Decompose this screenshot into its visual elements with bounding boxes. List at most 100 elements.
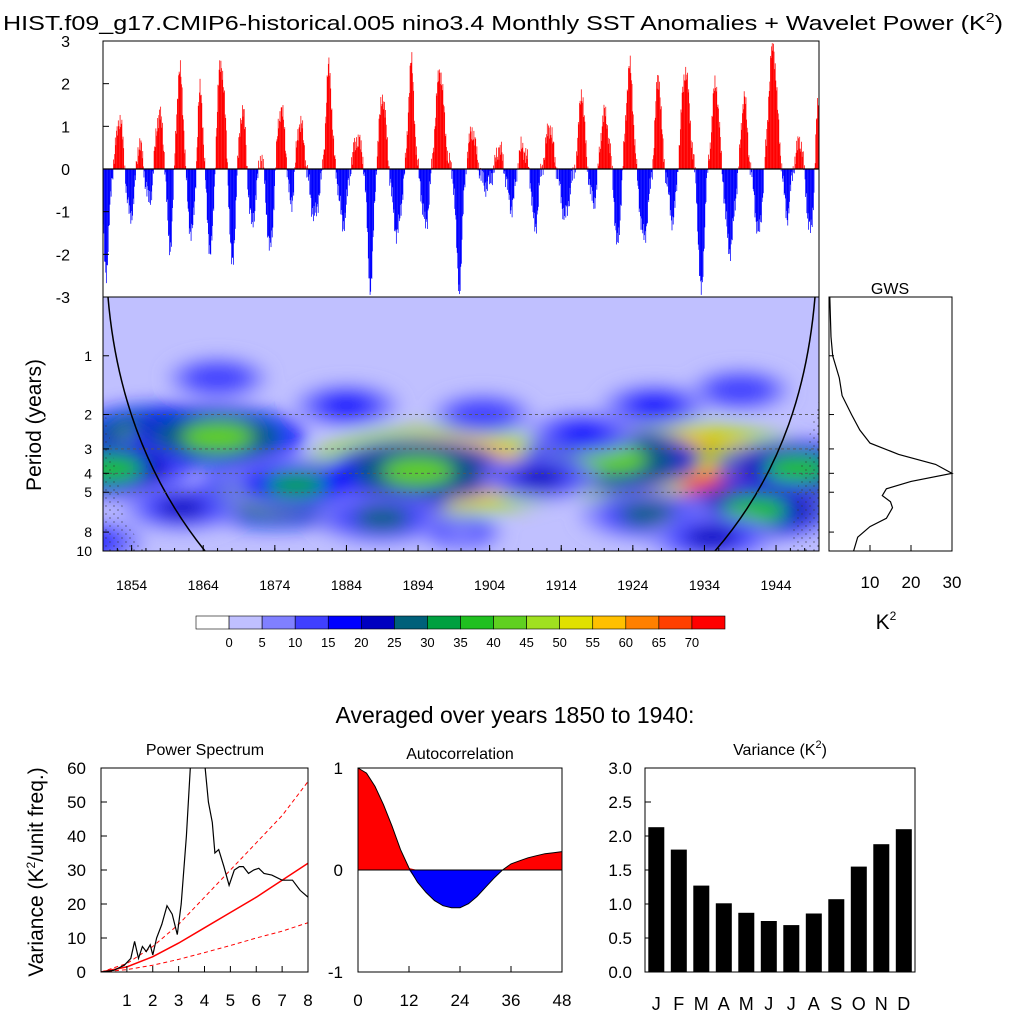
anomaly-bar xyxy=(324,123,326,169)
anomaly-bar xyxy=(350,169,352,174)
anomaly-bar xyxy=(762,169,764,194)
anomaly-bar xyxy=(665,169,666,183)
anomaly-bar xyxy=(746,127,748,169)
anomaly-bar xyxy=(546,123,548,169)
ac-xtick-label: 48 xyxy=(553,991,572,1010)
anomaly-bar xyxy=(373,169,375,203)
anomaly-bar xyxy=(312,169,314,215)
anomaly-bar xyxy=(175,130,176,169)
anomaly-bar xyxy=(199,78,201,169)
anomaly-bar xyxy=(138,149,140,169)
anomaly-bar xyxy=(761,169,763,202)
anomaly-bar xyxy=(250,169,252,210)
anomaly-bar xyxy=(169,169,170,256)
anomaly-bar xyxy=(689,123,691,169)
anomaly-bar xyxy=(756,169,758,222)
anomaly-bar xyxy=(318,169,320,196)
anomaly-bar xyxy=(304,145,305,169)
anomaly-bar xyxy=(701,169,703,281)
anomaly-bar xyxy=(404,152,406,169)
anomaly-bar xyxy=(644,169,646,232)
anomaly-bar xyxy=(514,169,516,186)
wavelet-contour-core xyxy=(685,525,738,549)
anomaly-bar xyxy=(811,169,813,228)
anomaly-bar xyxy=(369,169,371,295)
anomaly-bar xyxy=(144,169,146,189)
anomaly-bar xyxy=(109,169,111,205)
anomaly-bar xyxy=(814,163,816,169)
anomaly-bar xyxy=(336,169,338,184)
anomaly-bar xyxy=(301,123,302,169)
autocorrelation-title: Autocorrelation xyxy=(406,746,514,763)
colorbar-swatch xyxy=(559,615,594,630)
anomaly-bar xyxy=(648,169,650,203)
anomaly-bar xyxy=(709,159,710,169)
anomaly-bar xyxy=(207,169,209,224)
period-axis-label: Period (years) xyxy=(23,359,46,491)
anomaly-bar xyxy=(577,137,579,169)
anomaly-bar xyxy=(764,156,766,169)
anomaly-bar xyxy=(469,141,471,169)
anomaly-bar xyxy=(771,46,773,169)
anomaly-bar xyxy=(443,106,445,169)
anomaly-bar xyxy=(398,169,400,215)
anomaly-bar xyxy=(732,169,734,219)
anomaly-bar xyxy=(131,169,132,212)
gws-xtick-label: 30 xyxy=(943,573,962,592)
anomaly-bar xyxy=(283,129,285,169)
anomaly-bar xyxy=(668,169,670,193)
anomaly-bar xyxy=(171,169,173,222)
anomaly-bar xyxy=(723,169,725,204)
anomaly-bar xyxy=(136,162,138,169)
anomaly-bar xyxy=(326,75,328,169)
anomaly-bar xyxy=(582,102,583,169)
anomaly-bar xyxy=(623,142,625,169)
anomaly-bar xyxy=(400,169,402,216)
anomaly-bar xyxy=(626,103,628,169)
wavelet-contour-core xyxy=(632,395,676,416)
anomaly-bar xyxy=(546,134,548,169)
wavelet-ytick-label: 8 xyxy=(84,524,92,540)
anomaly-bar xyxy=(406,131,408,169)
anomaly-bar xyxy=(171,169,172,247)
anomaly-bar xyxy=(805,169,807,194)
anomaly-bar xyxy=(606,128,608,169)
anomaly-bar xyxy=(504,169,506,172)
timeseries-y-axis: 3 2 1 0 -1 -2 -3 xyxy=(56,34,109,307)
ps-ytick-label: 10 xyxy=(67,929,86,948)
ac-ytick-label: 1 xyxy=(334,759,343,778)
anomaly-bar xyxy=(262,158,264,169)
anomaly-bar xyxy=(379,114,381,169)
anomaly-bar xyxy=(521,147,523,169)
anomaly-bar xyxy=(487,169,488,191)
anomaly-bar xyxy=(121,119,123,169)
anomaly-bar xyxy=(638,169,640,213)
variance-bar xyxy=(805,913,822,972)
anomaly-bar xyxy=(308,169,309,181)
anomaly-bar xyxy=(589,169,591,180)
anomaly-bar xyxy=(183,130,185,169)
anomaly-bar xyxy=(249,169,251,209)
anomaly-bar xyxy=(294,167,296,169)
anomaly-bar xyxy=(493,165,494,169)
anomaly-bar xyxy=(693,154,695,169)
ps-ytick-label: 60 xyxy=(67,759,86,778)
anomaly-bar xyxy=(643,169,645,240)
variance-xtick-label: N xyxy=(875,994,888,1014)
anomaly-bar xyxy=(188,169,190,234)
cone-of-influence-left xyxy=(107,297,206,551)
anomaly-bar xyxy=(304,166,306,169)
anomaly-bar xyxy=(786,169,788,221)
anomaly-bar xyxy=(471,139,472,169)
anomaly-bar xyxy=(104,169,105,262)
anomaly-bar xyxy=(686,74,688,169)
anomaly-bar xyxy=(639,169,641,209)
anomaly-bar xyxy=(261,154,263,169)
anomaly-bar xyxy=(745,103,746,169)
anomaly-bar xyxy=(364,169,366,193)
anomaly-bar xyxy=(642,169,644,234)
anomaly-bar xyxy=(512,169,514,198)
anomaly-bar xyxy=(462,169,463,217)
anomaly-bar xyxy=(682,91,684,169)
